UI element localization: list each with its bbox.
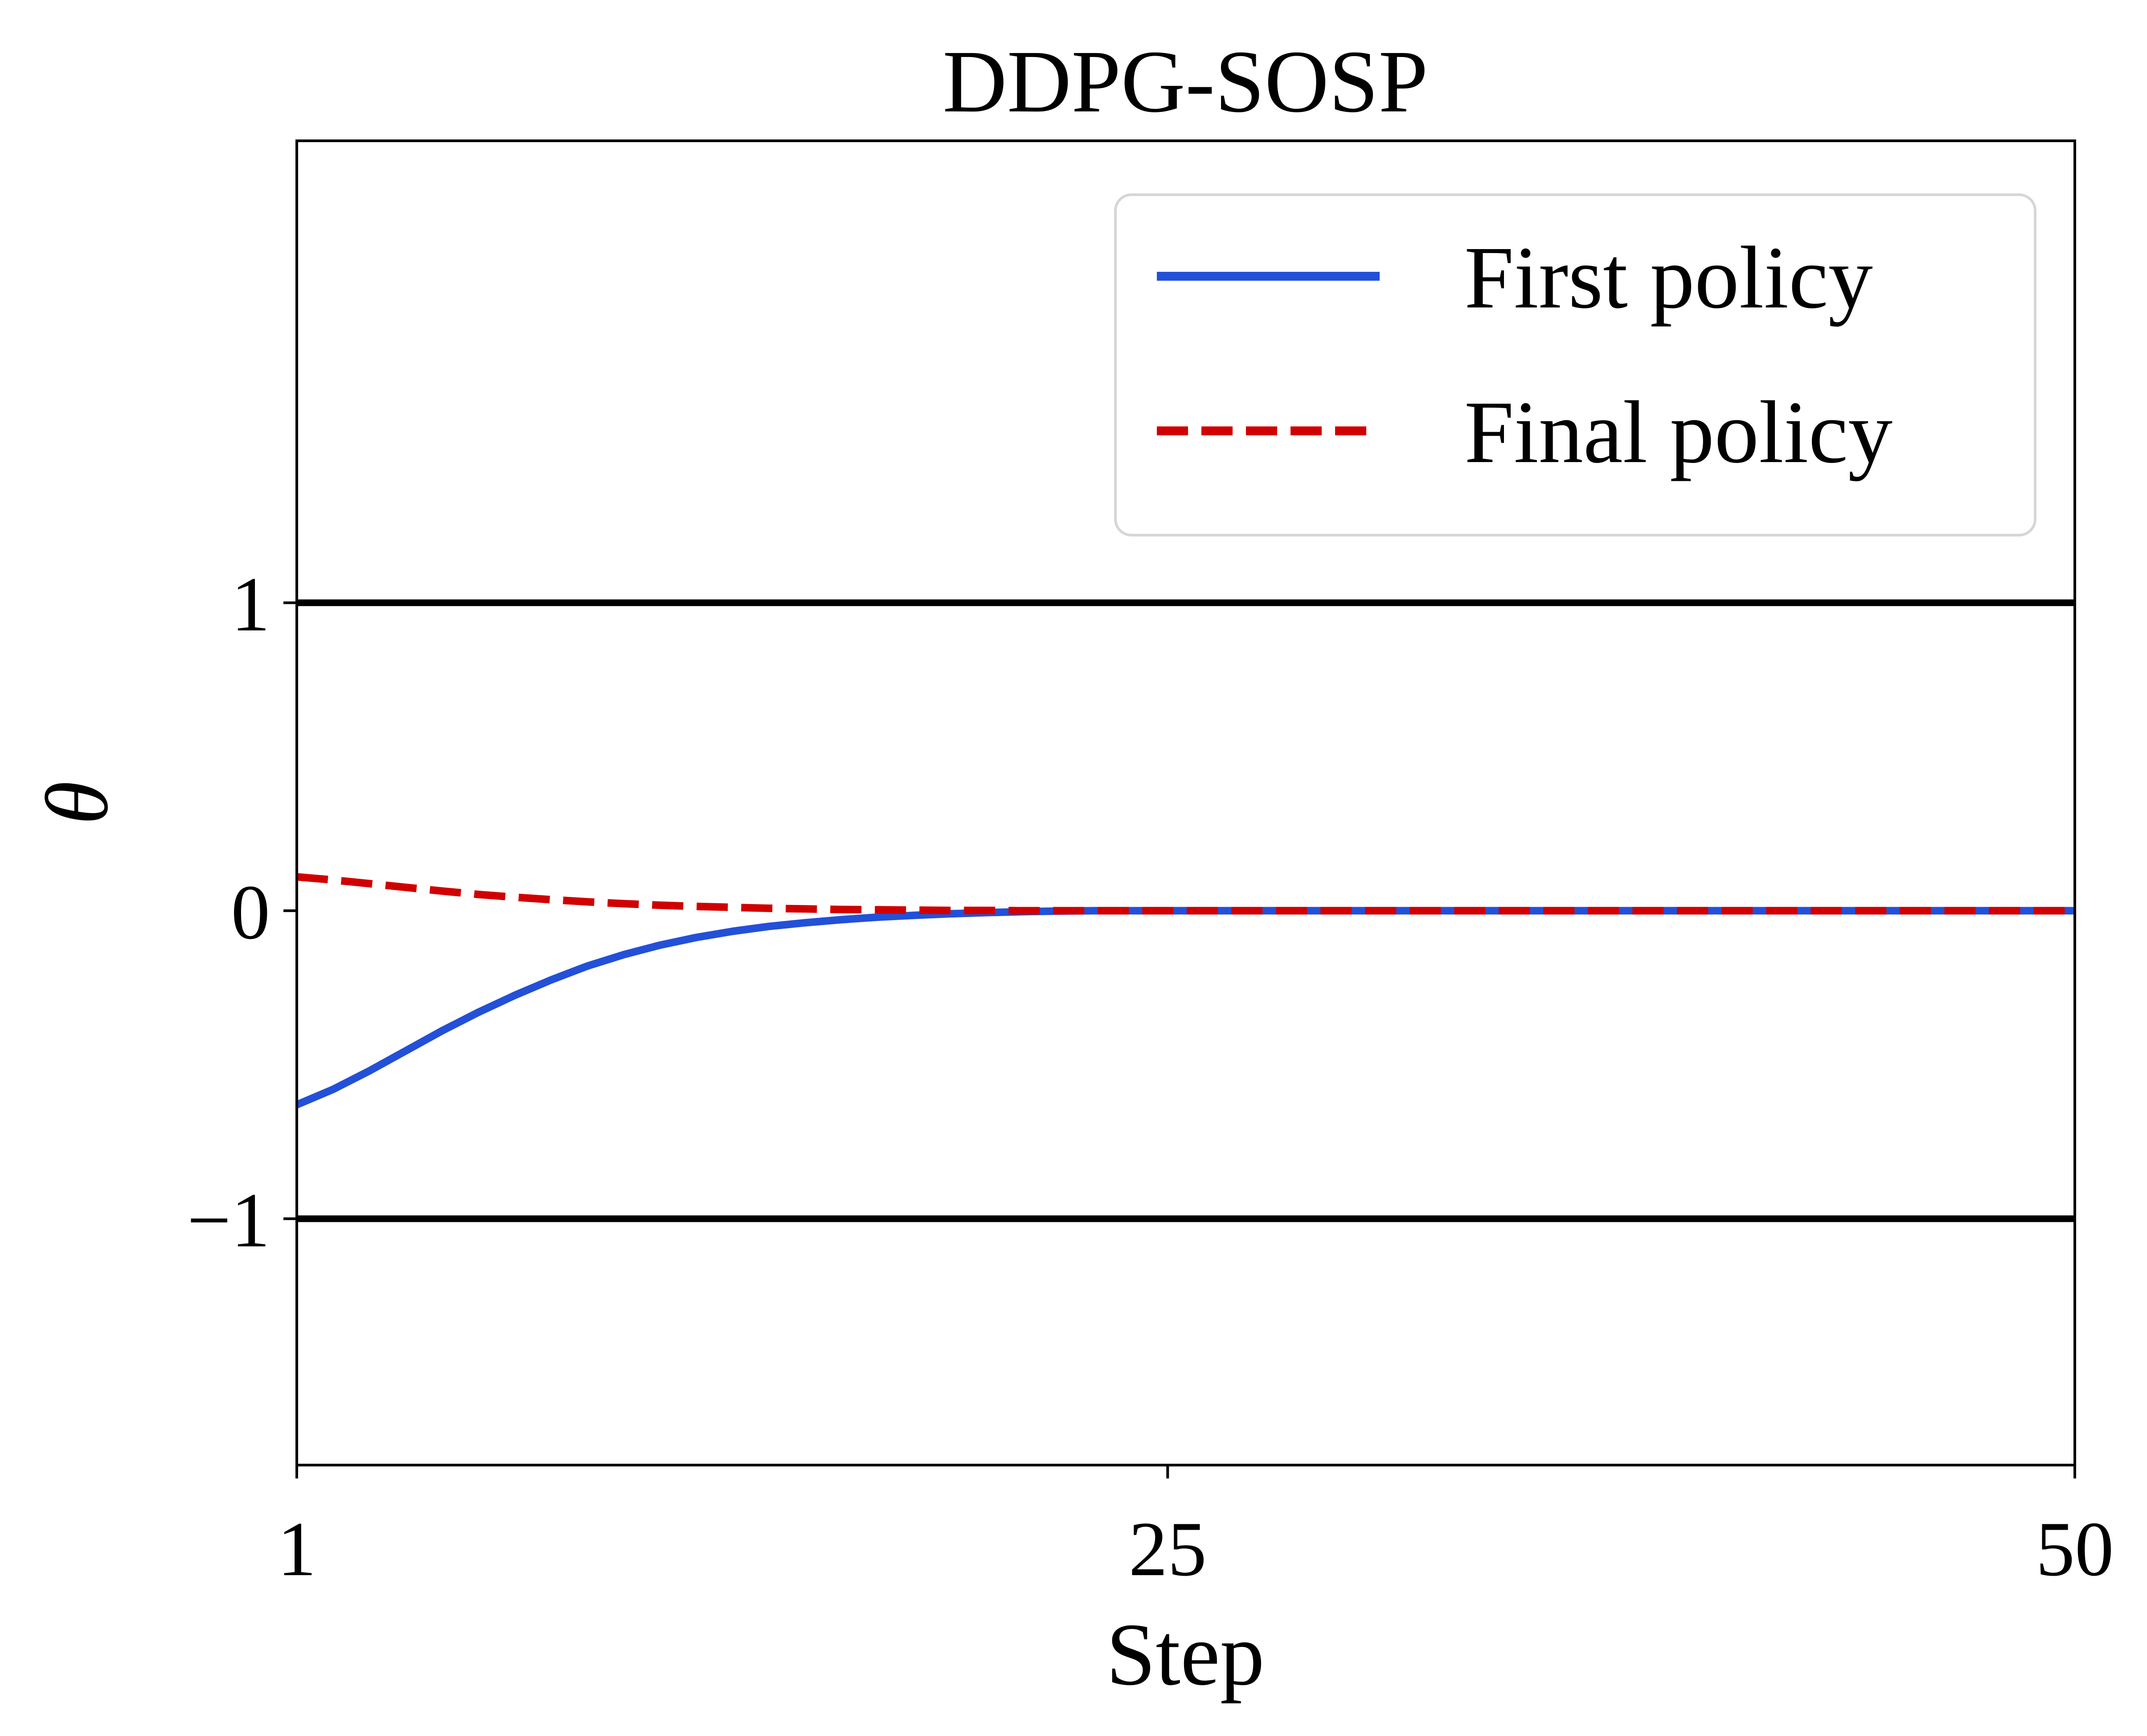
legend: First policy Final policy [1114,193,2036,536]
y-axis-label: θ [28,781,127,825]
legend-final-policy-label: Final policy [1464,383,1893,482]
chart-title: DDPG-SOSP [942,33,1428,131]
plot-area [295,599,2075,1222]
series-line-final-policy [296,873,2075,915]
axis-ticks: 1 25 50 −1 0 1 [187,561,2114,1592]
plot-frame [295,139,2076,1466]
x-tick-label: 25 [1129,1506,1207,1592]
y-tick-label: 1 [231,561,270,647]
y-tick-label: 0 [231,869,270,955]
y-tick-label: −1 [187,1177,270,1263]
x-tick-label: 1 [277,1506,316,1592]
x-axis-label: Step [1106,1605,1265,1704]
legend-first-policy-label: First policy [1464,229,1873,327]
x-tick-label: 50 [2036,1506,2114,1592]
